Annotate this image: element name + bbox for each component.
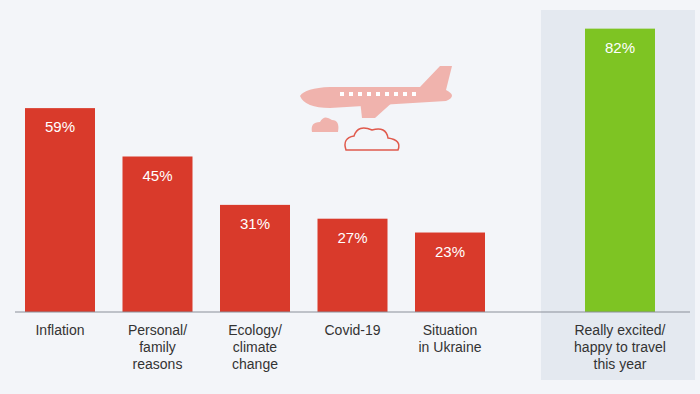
airplane-window (376, 92, 380, 96)
bar (585, 29, 655, 312)
tick-label-line: family (139, 339, 176, 355)
background (0, 0, 700, 394)
tick-label: Ecology/climatechange (228, 322, 282, 372)
cloud (312, 117, 339, 132)
tick-label: Really excited/happy to travelthis year (574, 322, 666, 372)
bar (220, 205, 290, 312)
airplane-window (358, 92, 362, 96)
data-label: 82% (605, 39, 635, 56)
labels: 59% Inflation 45% Personal/familyreasons 31%… (35, 39, 665, 372)
tick-label-line: this year (594, 356, 647, 372)
data-label: 59% (45, 118, 75, 135)
tick-label-line: Situation (423, 322, 477, 338)
tick-label-line: change (232, 356, 278, 372)
airplane-window (367, 92, 371, 96)
tick-label-line: Covid-19 (324, 322, 380, 338)
data-label: 27% (337, 229, 367, 246)
bar (318, 219, 388, 312)
airplane-window (403, 92, 407, 96)
tick-label-line: happy to travel (574, 339, 666, 355)
tick-label-line: Inflation (35, 322, 84, 338)
tick-label-line: Ecology/ (228, 322, 282, 338)
tick-label: Inflation (35, 322, 84, 338)
bars (25, 29, 655, 312)
bar (415, 233, 485, 312)
tick-label-line: in Ukraine (418, 339, 481, 355)
airplane-window (349, 92, 353, 96)
airplane-icon (300, 66, 452, 118)
data-label: 31% (240, 215, 270, 232)
airplane-window (340, 92, 344, 96)
axis-line (15, 312, 690, 313)
tick-label: Covid-19 (324, 322, 380, 338)
airplane-window (385, 92, 389, 96)
chart: 59% Inflation 45% Personal/familyreasons 31%… (0, 0, 700, 394)
data-label: 45% (142, 167, 172, 184)
tick-label-line: Really excited/ (574, 322, 665, 338)
tick-label-line: Personal/ (128, 322, 187, 338)
data-label: 23% (435, 243, 465, 260)
tick-label-line: reasons (133, 356, 183, 372)
chart-root: 59% Inflation 45% Personal/familyreasons 31%… (0, 0, 700, 394)
airplane-window (394, 92, 398, 96)
tick-label: Situationin Ukraine (418, 322, 481, 355)
highlight-panel (541, 10, 695, 380)
cloud (345, 128, 399, 150)
tick-label-line: climate (233, 339, 278, 355)
bar (123, 157, 193, 313)
airplane-window (412, 92, 416, 96)
tick-label: Personal/familyreasons (128, 322, 187, 372)
bar (25, 108, 95, 312)
airplane-wing (360, 100, 395, 118)
